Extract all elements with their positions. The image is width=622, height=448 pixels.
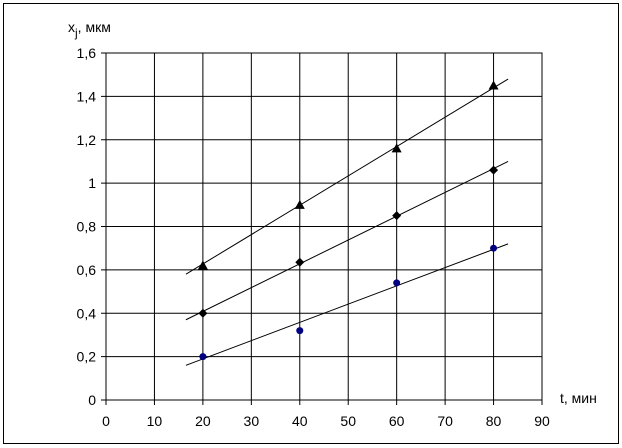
data-point	[488, 80, 499, 90]
y-tick-label: 1,4	[77, 88, 97, 104]
trend-line	[185, 243, 509, 366]
x-tick-label: 50	[340, 413, 356, 429]
data-point	[393, 279, 401, 287]
y-tick-label: 0,6	[77, 262, 97, 278]
x-tick-label: 90	[534, 413, 550, 429]
x-tick-label: 60	[389, 413, 405, 429]
trend-line	[185, 160, 509, 321]
data-point	[199, 353, 207, 361]
x-tick-label: 40	[292, 413, 308, 429]
y-axis-label: xj, мкм	[68, 19, 111, 40]
y-tick-label: 1	[88, 175, 96, 191]
x-axis-label: t, мин	[560, 390, 597, 406]
data-point	[391, 143, 402, 153]
y-tick-label: 1,6	[77, 45, 97, 61]
x-tick-label: 20	[195, 413, 211, 429]
y-label-rest: , мкм	[78, 19, 111, 35]
y-tick-label: 0,2	[77, 349, 97, 365]
data-point	[489, 165, 499, 175]
y-label-main: x	[68, 19, 75, 35]
x-tick-label: 70	[437, 413, 453, 429]
data-point	[392, 211, 402, 221]
data-point	[490, 244, 498, 252]
x-tick-label: 10	[147, 413, 163, 429]
data-point	[295, 257, 305, 267]
data-point	[198, 308, 208, 318]
trend-line	[185, 78, 509, 275]
y-tick-label: 0,8	[77, 219, 97, 235]
y-tick-label: 1,2	[77, 132, 97, 148]
x-tick-label: 80	[486, 413, 502, 429]
y-tick-label: 0	[88, 392, 96, 408]
y-label-sub: j	[74, 26, 78, 40]
data-point	[296, 327, 304, 335]
data-point	[294, 199, 305, 209]
data-point	[197, 260, 208, 270]
y-tick-label: 0,4	[77, 305, 97, 321]
x-tick-label: 0	[102, 413, 110, 429]
x-tick-label: 30	[244, 413, 260, 429]
